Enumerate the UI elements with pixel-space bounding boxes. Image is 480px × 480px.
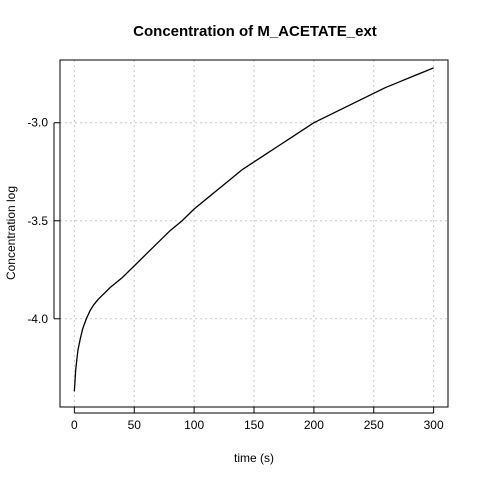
y-tick-label: -3.5 <box>27 214 48 228</box>
y-axis-label: Concentration log <box>4 186 18 280</box>
x-tick-label: 250 <box>364 418 384 432</box>
y-tick-label: -4.0 <box>27 312 48 326</box>
x-tick-label: 300 <box>424 418 444 432</box>
x-axis: 0 50 100 150 200 250 300 <box>71 407 444 432</box>
y-tick-label: -3.0 <box>27 116 48 130</box>
series-line-0 <box>73 67 434 392</box>
x-tick-label: 150 <box>244 418 264 432</box>
y-axis: -4.0 -3.5 -3.0 <box>27 116 60 326</box>
x-tick-label: 200 <box>304 418 324 432</box>
x-tick-label: 0 <box>71 418 78 432</box>
x-axis-label: time (s) <box>234 451 274 465</box>
series-layer <box>73 67 434 392</box>
chart-title: Concentration of M_ACETATE_ext <box>133 23 377 40</box>
x-tick-label: 50 <box>128 418 142 432</box>
x-tick-label: 100 <box>184 418 204 432</box>
